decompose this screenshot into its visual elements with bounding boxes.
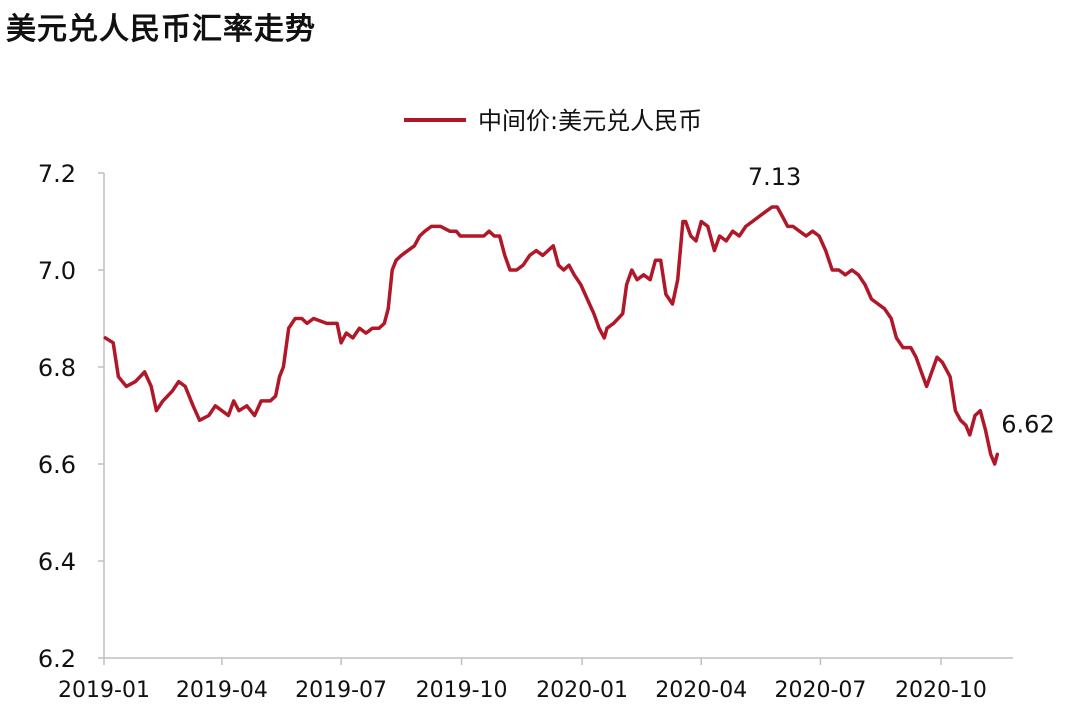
x-tick-label-7: 2020-10 [895, 678, 987, 703]
x-tick-label-0: 2019-01 [58, 678, 150, 703]
x-tick-label-6: 2020-07 [774, 678, 866, 703]
x-tick-label-1: 2019-04 [176, 678, 268, 703]
data-label-1: 6.62 [1001, 410, 1054, 438]
x-tick-label-3: 2019-10 [416, 678, 508, 703]
legend: 中间价:美元兑人民币 [404, 107, 702, 135]
chart-title: 美元兑人民币汇率走势 [6, 12, 316, 47]
y-tick-label-5: 7.2 [38, 160, 76, 188]
y-tick-label-4: 7.0 [38, 257, 76, 285]
axes: 6.2 6.4 6.6 6.8 7.0 7.2 2019-01 2019-04 2019-07 2… [38, 160, 1013, 703]
series-layer [103, 205, 1000, 466]
x-tick-label-4: 2020-01 [536, 678, 628, 703]
y-tick-label-0: 6.2 [38, 645, 76, 673]
x-tick-label-5: 2020-04 [655, 678, 747, 703]
series-line-usd-cny [103, 205, 1000, 466]
y-tick-label-3: 6.8 [38, 354, 76, 382]
y-tick-label-2: 6.6 [38, 451, 76, 479]
annotations: 7.13 6.62 [748, 163, 1055, 438]
data-label-0: 7.13 [748, 163, 801, 191]
x-tick-label-2: 2019-07 [295, 678, 387, 703]
legend-label: 中间价:美元兑人民币 [478, 107, 702, 135]
y-tick-label-1: 6.4 [38, 548, 76, 576]
